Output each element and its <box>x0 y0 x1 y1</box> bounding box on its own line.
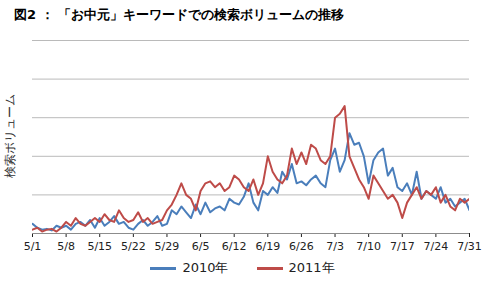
svg-text:7/3: 7/3 <box>326 240 344 253</box>
svg-text:7/24: 7/24 <box>424 240 449 253</box>
svg-text:6/19: 6/19 <box>255 240 280 253</box>
svg-text:5/1: 5/1 <box>24 240 42 253</box>
svg-text:5/15: 5/15 <box>87 240 112 253</box>
svg-text:6/12: 6/12 <box>222 240 247 253</box>
svg-text:5/29: 5/29 <box>155 240 180 253</box>
svg-text:5/8: 5/8 <box>57 240 75 253</box>
svg-text:5/22: 5/22 <box>121 240 146 253</box>
svg-text:6/26: 6/26 <box>289 240 314 253</box>
html-text:検索ボリューム: 検索ボリューム <box>3 94 17 179</box>
svg-text:7/31: 7/31 <box>457 240 482 253</box>
html-text:図2 ： 「お中元」キーワードでの検索ボリュームの推移: 図2 ： 「お中元」キーワードでの検索ボリュームの推移 <box>14 7 345 22</box>
svg-text:7/17: 7/17 <box>390 240 415 253</box>
html-text:2010年: 2010年 <box>182 260 229 275</box>
svg-text:7/10: 7/10 <box>356 240 381 253</box>
svg-text:6/5: 6/5 <box>192 240 210 253</box>
html-text:2011年: 2011年 <box>288 260 335 275</box>
